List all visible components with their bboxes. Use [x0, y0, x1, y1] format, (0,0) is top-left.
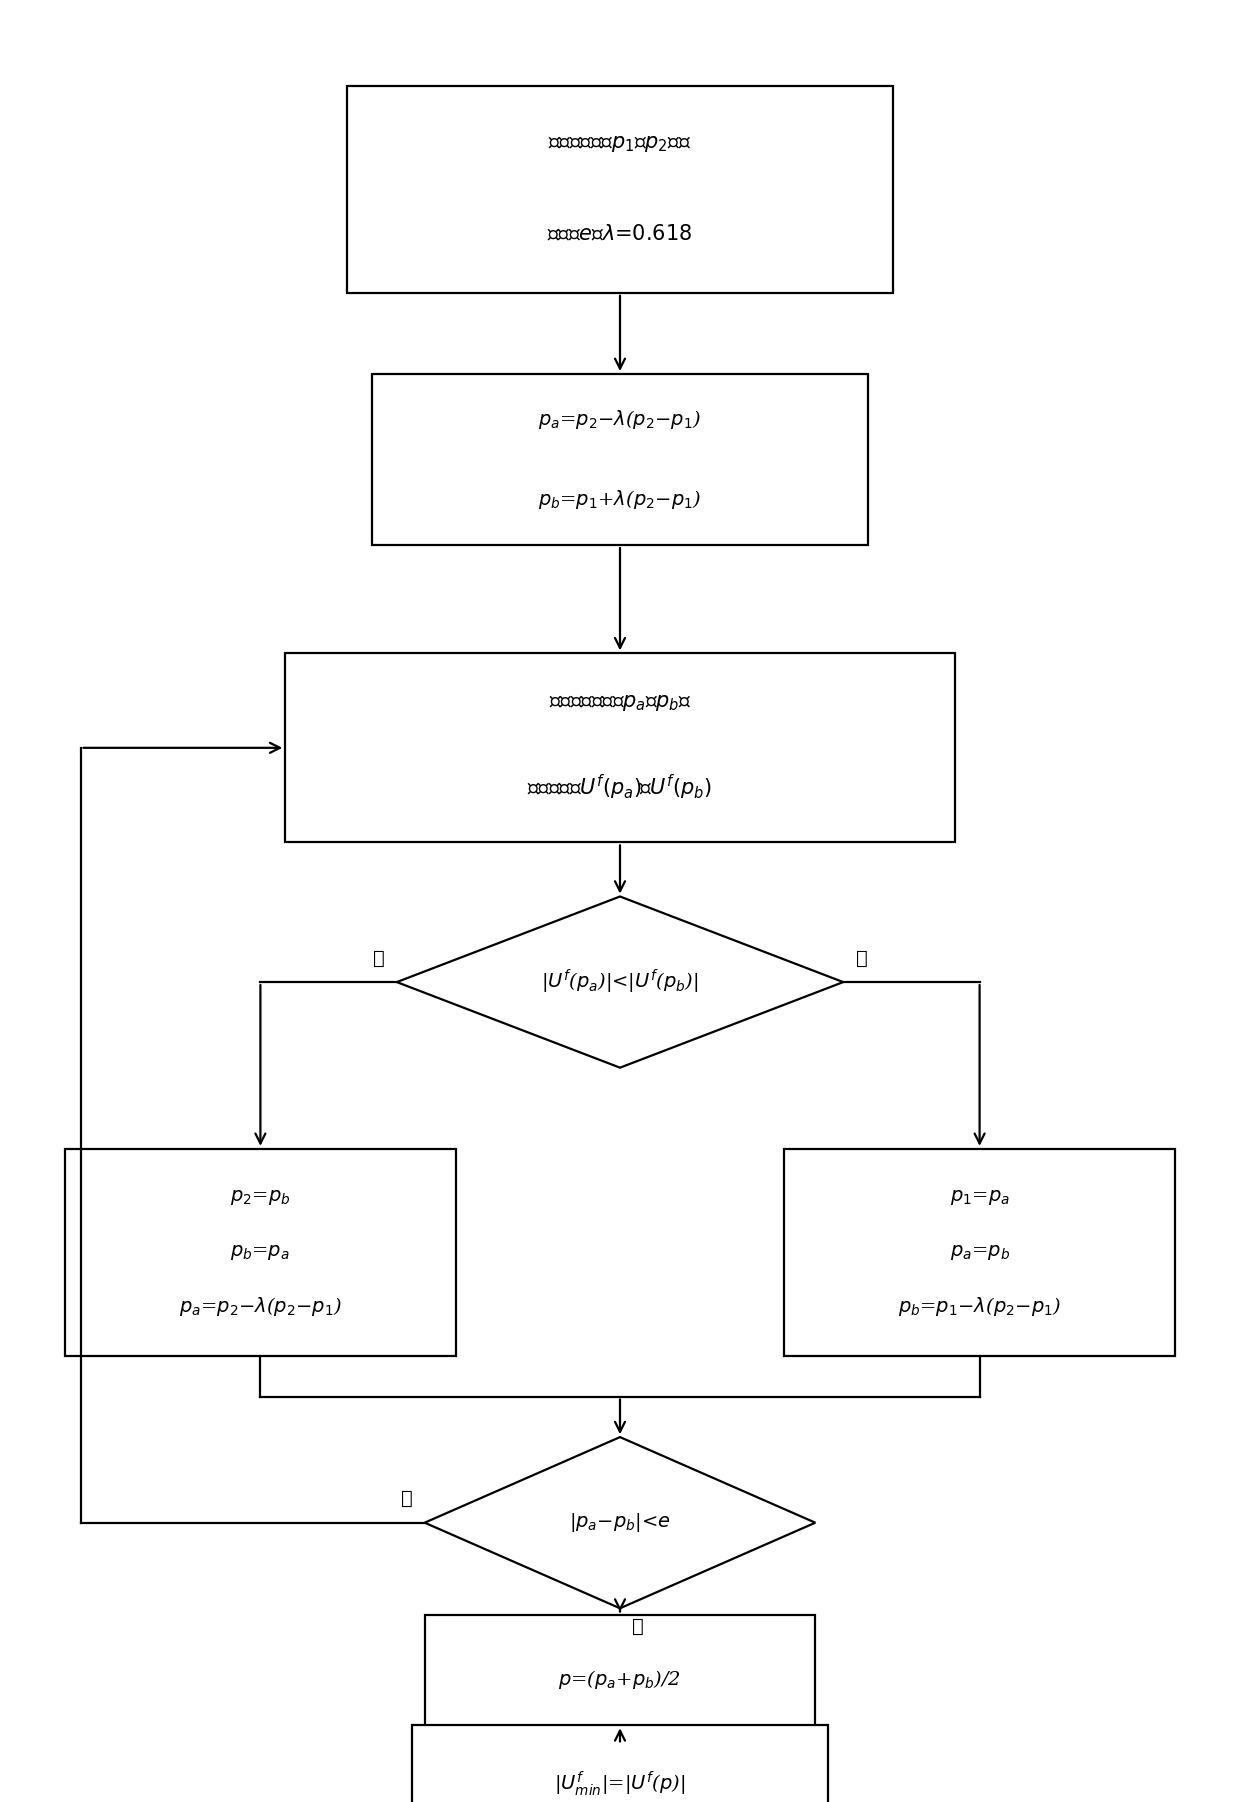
Text: |$U^f$($p_a$)|<|$U^f$($p_b$)|: |$U^f$($p_a$)|<|$U^f$($p_b$)|	[542, 968, 698, 997]
Text: $p_b$=$p_1$−$\lambda$($p_2$−$p_1$): $p_b$=$p_1$−$\lambda$($p_2$−$p_1$)	[898, 1296, 1061, 1319]
Text: $p_a$=$p_2$−$\lambda$($p_2$−$p_1$): $p_a$=$p_2$−$\lambda$($p_2$−$p_1$)	[179, 1296, 342, 1319]
Bar	[412, 1726, 828, 1802]
Text: $p_2$=$p_b$: $p_2$=$p_b$	[231, 1188, 290, 1207]
Bar	[347, 85, 893, 292]
Bar	[785, 1150, 1176, 1355]
Text: $p_b$=$p_a$: $p_b$=$p_a$	[231, 1243, 290, 1261]
Text: $p_1$=$p_a$: $p_1$=$p_a$	[950, 1188, 1009, 1207]
Text: $p$=($p_a$+$p_b$)/2: $p$=($p_a$+$p_b$)/2	[558, 1669, 682, 1690]
Text: 否: 否	[856, 948, 867, 968]
Bar	[64, 1150, 456, 1355]
Polygon shape	[424, 1438, 816, 1607]
Bar	[285, 654, 955, 843]
Bar	[424, 1615, 816, 1744]
Text: 计算故障点位于$p_a$和$p_b$处: 计算故障点位于$p_a$和$p_b$处	[548, 692, 692, 714]
Text: $p_b$=$p_1$+$\lambda$($p_2$−$p_1$): $p_b$=$p_1$+$\lambda$($p_2$−$p_1$)	[538, 488, 702, 510]
Text: 的暂降幅值$U^f$($p_a$)和$U^f$($p_b$): 的暂降幅值$U^f$($p_a$)和$U^f$($p_b$)	[527, 773, 713, 802]
Bar	[372, 375, 868, 544]
Text: 否: 否	[401, 1488, 412, 1508]
Text: 是: 是	[373, 948, 384, 968]
Text: |$p_a$−$p_b$|<$e$: |$p_a$−$p_b$|<$e$	[569, 1512, 671, 1534]
Text: $p_a$=$p_2$−$\lambda$($p_2$−$p_1$): $p_a$=$p_2$−$\lambda$($p_2$−$p_1$)	[538, 409, 702, 431]
Text: |$U^f_{min}$|=|$U^f$($p$)|: |$U^f_{min}$|=|$U^f$($p$)|	[554, 1770, 686, 1798]
Text: 索误差$e$，$\lambda$=0.618: 索误差$e$，$\lambda$=0.618	[547, 223, 693, 245]
Text: 给定搜索初值$p_1$、$p_2$，搜: 给定搜索初值$p_1$、$p_2$，搜	[548, 133, 692, 155]
Text: 是: 是	[632, 1618, 644, 1636]
Text: $p_a$=$p_b$: $p_a$=$p_b$	[950, 1243, 1009, 1261]
Polygon shape	[397, 896, 843, 1067]
